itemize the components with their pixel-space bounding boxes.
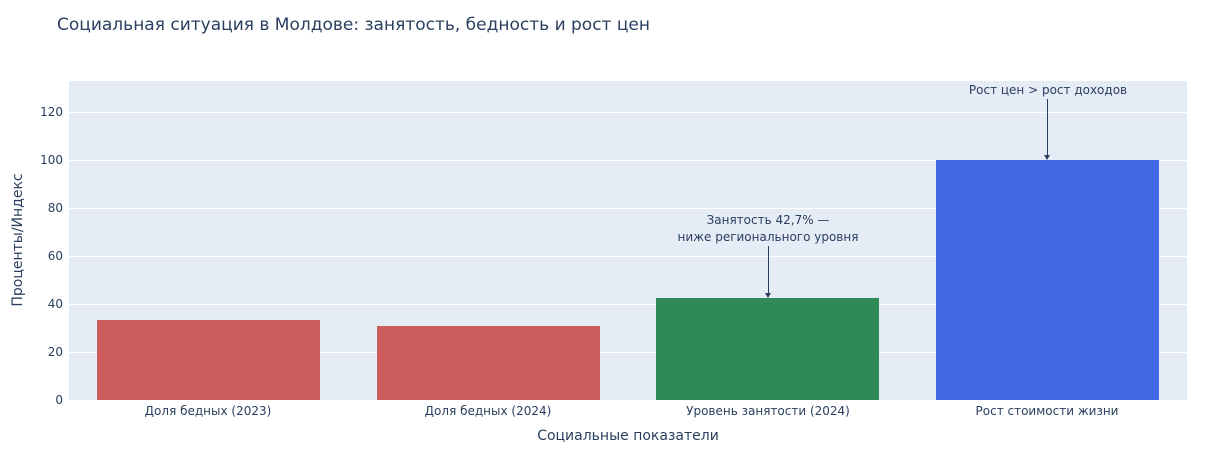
xtick-poverty-2023: Доля бедных (2023) [144, 404, 272, 418]
bar-employment-2024[interactable] [656, 298, 879, 400]
annotation-employment-arrow [768, 246, 769, 294]
annotation-cost-line1: Рост цен > рост доходов [968, 83, 1128, 97]
xtick-cost-of-living: Рост стоимости жизни [975, 404, 1119, 418]
ytick-60: 60 [47, 249, 63, 263]
ytick-40: 40 [47, 297, 63, 311]
gridline-60 [69, 256, 1187, 257]
bar-cost-of-living[interactable] [936, 160, 1159, 400]
xtick-poverty-2024: Доля бедных (2024) [424, 404, 552, 418]
annotation-employment-line2: ниже регионального уровня [677, 230, 859, 244]
gridline-20 [69, 352, 1187, 353]
annotation-employment: Занятость 42,7% — ниже регионального уро… [678, 212, 859, 246]
arrow-head-icon [1044, 155, 1050, 160]
chart-title: Социальная ситуация в Молдове: занятость… [57, 15, 651, 35]
ytick-80: 80 [47, 201, 63, 215]
bar-poverty-2023[interactable] [97, 320, 320, 400]
annotation-cost-arrow [1047, 99, 1048, 155]
y-axis-title: Проценты/Индекс [10, 173, 26, 307]
xtick-employment-2024: Уровень занятости (2024) [686, 404, 850, 418]
annotation-employment-line1: Занятость 42,7% — [706, 213, 830, 227]
gridline-40 [69, 304, 1187, 305]
ytick-0: 0 [55, 393, 63, 407]
arrow-head-icon [765, 293, 771, 298]
annotation-cost-of-living: Рост цен > рост доходов [969, 82, 1127, 99]
plot-area [69, 81, 1187, 400]
ytick-20: 20 [47, 345, 63, 359]
gridline-80 [69, 208, 1187, 209]
gridline-100 [69, 160, 1187, 161]
ytick-100: 100 [40, 153, 63, 167]
x-axis-title: Социальные показатели [537, 428, 719, 444]
ytick-120: 120 [40, 105, 63, 119]
gridline-120 [69, 112, 1187, 113]
bar-poverty-2024[interactable] [377, 326, 600, 400]
